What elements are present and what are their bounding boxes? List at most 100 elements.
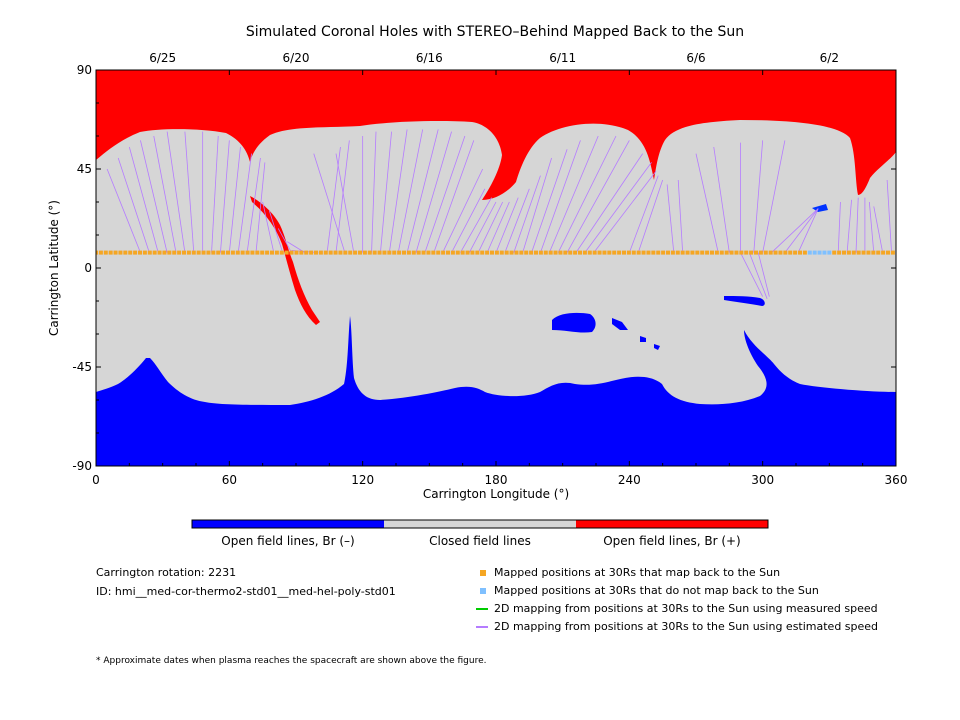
mapped-position-dot	[416, 250, 421, 255]
mapped-position-dot	[602, 250, 607, 255]
mapped-position-dot	[162, 250, 167, 255]
mapped-position-dot	[182, 250, 186, 255]
mapped-position-dot	[582, 250, 587, 255]
mapped-position-dot	[431, 250, 436, 255]
mapping-line-70	[873, 206, 884, 253]
mapped-position-dot	[758, 250, 763, 255]
legend-estimated: 2D mapping from positions at 30Rs to the…	[476, 620, 878, 634]
mapped-position-dot	[455, 250, 460, 255]
mapped-position-dot	[568, 250, 573, 255]
mapping-line-9	[220, 140, 230, 253]
mapping-line-14	[262, 201, 275, 253]
mapped-position-dot	[348, 250, 353, 255]
mapped-position-dot	[172, 250, 177, 255]
x-tick-label: 360	[885, 473, 908, 487]
mapping-line-61	[757, 252, 770, 297]
mapping-line-46	[566, 140, 630, 253]
mapped-position-dot	[338, 250, 343, 255]
mapped-position-dot	[343, 250, 348, 255]
mapped-position-dot	[118, 250, 123, 255]
legend-not-mapped-label: Mapped positions at 30Rs that do not map…	[494, 584, 819, 597]
mapped-position-dot	[846, 250, 851, 255]
positive-coronal-hole-diagonal	[250, 196, 320, 325]
mapped-position-dot	[450, 250, 455, 255]
mapping-line-5	[166, 131, 186, 253]
mapped-position-dot	[309, 250, 314, 255]
mapping-line-54	[695, 153, 719, 253]
mapped-position-dot	[651, 250, 656, 255]
mapped-position-dot	[734, 250, 739, 255]
legend-measured: 2D mapping from positions at 30Rs to the…	[476, 602, 878, 616]
mapped-position-dot	[744, 250, 749, 255]
mapping-line-35	[468, 201, 497, 253]
colorbar-negative	[192, 520, 384, 528]
mapped-position-dot	[201, 250, 206, 255]
mapped-position-dot	[705, 250, 710, 255]
mapped-position-dot	[152, 250, 157, 255]
mapped-position-dot	[519, 250, 524, 255]
mapped-position-dot	[656, 250, 661, 255]
mapping-line-24	[371, 131, 377, 253]
mapping-line-42	[531, 149, 568, 253]
mapped-position-dot	[499, 250, 504, 255]
mapping-line-62	[771, 208, 819, 253]
mapping-line-11	[237, 153, 252, 253]
x-tick-label: 180	[485, 473, 508, 487]
mapping-line-4	[153, 135, 177, 253]
mapped-position-dot	[886, 250, 890, 255]
mapping-line-1	[117, 157, 150, 253]
mapped-position-dot	[240, 250, 245, 255]
unmapped-position-dot	[817, 250, 822, 255]
mapping-line-0	[106, 168, 141, 253]
axes-group: 0 60 120 180 240 300 360 -90 -45 0 45 90 6/25 6/20 6/1…	[72, 51, 907, 487]
mapped-position-dot	[216, 250, 221, 255]
mapped-position-dot	[475, 250, 480, 255]
mapped-position-dot	[465, 250, 470, 255]
mapped-position-dot	[196, 250, 201, 255]
mapped-position-dot	[597, 250, 602, 255]
mapped-position-dot	[778, 250, 783, 255]
mapping-line-39	[504, 188, 530, 253]
mapped-position-dot	[382, 250, 387, 255]
mapped-position-dot	[133, 250, 138, 255]
south-polar-coronal-hole	[96, 316, 896, 466]
y-tick-label: 45	[77, 162, 92, 176]
mapping-line-67	[855, 197, 859, 253]
mapped-position-dot	[866, 250, 871, 255]
mapped-position-dot	[876, 250, 881, 255]
mapped-position-dot	[494, 250, 499, 255]
mapped-position-dot	[646, 250, 651, 255]
legend-measured-label: 2D mapping from positions at 30Rs to the…	[494, 602, 878, 615]
x-axis-label: Carrington Longitude (°)	[423, 487, 569, 501]
mapping-line-71	[886, 179, 892, 253]
mapped-position-dot	[685, 250, 690, 255]
mapped-position-dot	[470, 250, 475, 255]
top-date-label: 6/20	[283, 51, 310, 65]
mapping-line-53	[677, 179, 684, 253]
mapped-position-dot	[680, 250, 685, 255]
mapping-line-41	[522, 157, 552, 253]
unmapped-position-dot	[822, 250, 827, 255]
mapped-position-dot	[167, 250, 172, 255]
mapped-position-dot	[871, 250, 876, 255]
mapped-position-dot	[206, 250, 211, 255]
top-date-label: 6/11	[549, 51, 576, 65]
mapped-position-dot	[881, 250, 886, 255]
mapped-position-dot	[436, 250, 441, 255]
mapping-line-3	[140, 140, 168, 253]
mapped-position-dot	[553, 250, 558, 255]
plot-area	[96, 70, 896, 466]
mapped-position-dot	[754, 250, 758, 255]
colorbar-positive	[576, 520, 768, 528]
mapped-position-dot	[802, 250, 807, 255]
mapping-line-29	[415, 131, 452, 253]
mapped-positions-group	[96, 250, 895, 255]
mapped-position-dot	[108, 250, 113, 255]
mapped-position-dot	[289, 250, 294, 255]
mapped-position-dot	[333, 250, 338, 255]
mapped-position-dot	[314, 250, 318, 255]
mapped-position-dot	[441, 250, 446, 255]
mapped-position-dot	[509, 250, 514, 255]
mapped-position-dot	[548, 250, 553, 255]
